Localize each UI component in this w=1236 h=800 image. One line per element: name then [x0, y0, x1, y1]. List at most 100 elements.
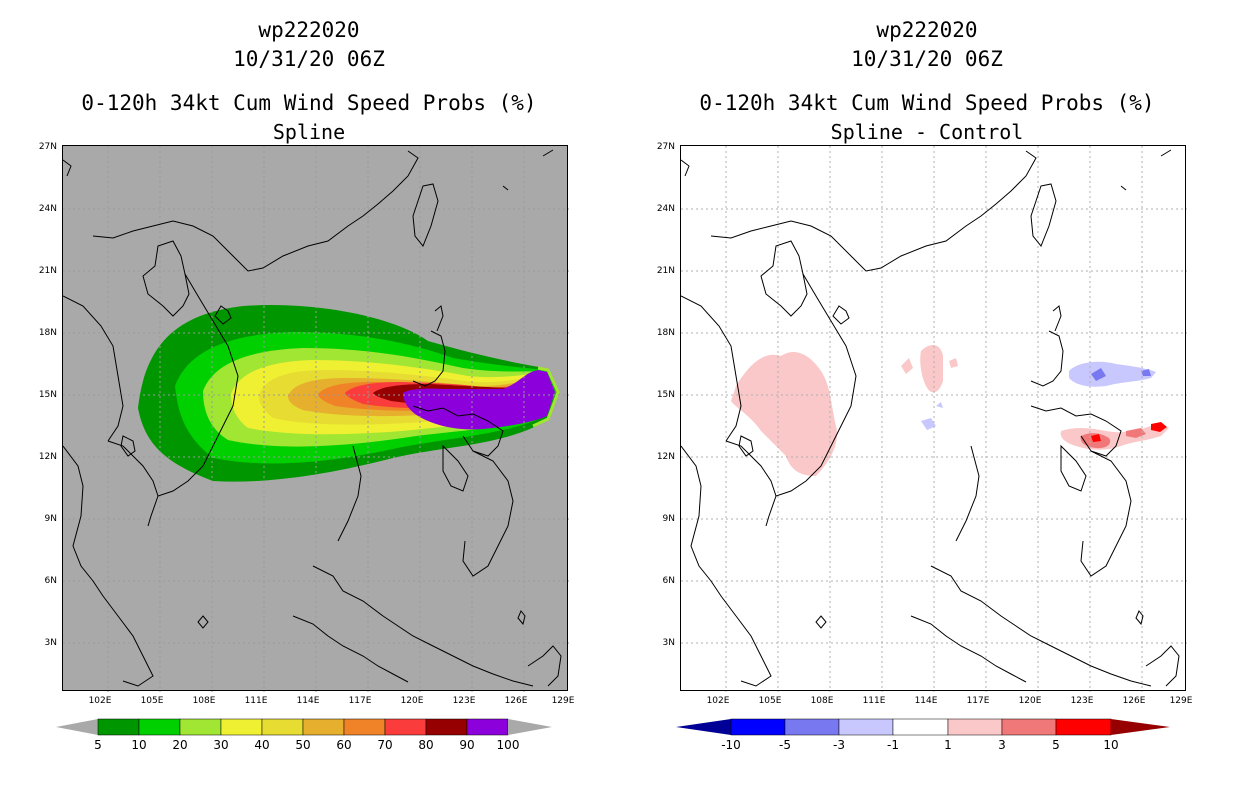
coastlines [681, 149, 1180, 687]
left-subtitle: Spline [272, 120, 346, 144]
x-tick-label: 111E [244, 696, 268, 706]
y-tick-label: 18N [38, 328, 57, 338]
x-tick-label: 105E [140, 696, 164, 706]
y-tick-label: 24N [38, 204, 57, 214]
diff-negative-region [936, 402, 943, 408]
y-tick-label: 27N [656, 142, 675, 152]
right-subtitle: Spline - Control [830, 120, 1024, 144]
colorbar-label: -10 [721, 738, 741, 752]
y-tick-label: 12N [656, 452, 675, 462]
y-tick-label: 3N [44, 638, 57, 648]
colorbar-under-arrow [56, 719, 98, 735]
colorbar-label: 40 [254, 738, 270, 752]
diff-5-neg-region [1141, 369, 1151, 376]
x-tick-label: 111E [862, 696, 886, 706]
y-tick-label: 6N [662, 576, 675, 586]
colorbar-under-arrow [676, 719, 731, 735]
x-tick-label: 108E [192, 696, 216, 706]
y-tick-label: 15N [656, 390, 675, 400]
colorbar-label: 70 [377, 738, 393, 752]
colorbar-bin [1001, 718, 1057, 736]
x-tick-label: 117E [348, 696, 372, 706]
left-map: 27N 24N 21N 18N 15N 12N 9N 6N 3N 102E 10… [39, 142, 575, 706]
x-tick-label: 129E [551, 696, 575, 706]
colorbar-bin [947, 718, 1003, 736]
probability-contours [138, 305, 560, 482]
left-colorbar [56, 718, 552, 736]
colorbar-over-arrow [508, 719, 552, 735]
lat-lon-grid [63, 146, 569, 692]
colorbar-bin [466, 718, 509, 736]
colorbar-label: -5 [779, 738, 791, 752]
coastlines [63, 149, 562, 687]
colorbar-bin [220, 718, 263, 736]
right-map-svg [681, 146, 1187, 692]
colorbar-label: 1 [944, 738, 952, 752]
left-title-time: 10/31/20 06Z [233, 47, 385, 71]
diff-positive-region [920, 344, 943, 393]
x-tick-label: 126E [1122, 696, 1146, 706]
x-tick-label: 129E [1169, 696, 1193, 706]
y-tick-label: 27N [38, 142, 57, 152]
right-title-product: 0-120h 34kt Cum Wind Speed Probs (%) [699, 91, 1155, 115]
colorbar-bin [343, 718, 386, 736]
diff-3-region [1126, 428, 1146, 438]
x-tick-label: 117E [966, 696, 990, 706]
colorbar-bin [97, 718, 140, 736]
colorbar-bin [730, 718, 786, 736]
colorbar-label: 80 [418, 738, 434, 752]
x-tick-label: 114E [914, 696, 938, 706]
colorbar-bin [384, 718, 427, 736]
y-tick-label: 24N [656, 204, 675, 214]
x-tick-label: 120E [1018, 696, 1042, 706]
colorbar-bin [302, 718, 345, 736]
colorbar-label: 50 [295, 738, 311, 752]
colorbar-label: 5 [1052, 738, 1060, 752]
colorbar-label: -1 [887, 738, 899, 752]
left-title-product: 0-120h 34kt Cum Wind Speed Probs (%) [81, 91, 537, 115]
y-tick-label: 12N [38, 452, 57, 462]
diff-negative-region [921, 418, 936, 430]
colorbar-bin [784, 718, 840, 736]
y-tick-label: 18N [656, 328, 675, 338]
y-tick-label: 6N [44, 576, 57, 586]
y-tick-label: 3N [662, 638, 675, 648]
colorbar-bin [892, 718, 949, 736]
diff-5-neg-region [1091, 368, 1106, 381]
y-tick-label: 9N [662, 514, 675, 524]
colorbar-label: 60 [336, 738, 352, 752]
diff-5-region [1091, 434, 1101, 442]
diff-5-region [1151, 422, 1167, 432]
diff-negative-region [1069, 361, 1156, 387]
right-colorbar [676, 718, 1170, 736]
x-tick-label: 120E [400, 696, 424, 706]
right-map: 27N 24N 21N 18N 15N 12N 9N 6N 3N 102E 10… [657, 142, 1193, 706]
x-tick-label: 105E [758, 696, 782, 706]
left-map-svg [63, 146, 569, 692]
x-tick-label: 102E [88, 696, 112, 706]
colorbar-label: 5 [94, 738, 102, 752]
colorbar-label: -3 [833, 738, 845, 752]
colorbar-bin [838, 718, 894, 736]
y-tick-label: 15N [38, 390, 57, 400]
left-title-storm-id: wp222020 [258, 18, 360, 42]
difference-contours [731, 344, 1169, 476]
colorbar-label: 10 [1103, 738, 1119, 752]
colorbar-label: 20 [172, 738, 188, 752]
y-tick-label: 9N [44, 514, 57, 524]
diff-positive-region [949, 358, 958, 368]
x-tick-label: 126E [504, 696, 528, 706]
x-tick-label: 108E [810, 696, 834, 706]
colorbar-label: 3 [998, 738, 1006, 752]
colorbar-bin [261, 718, 304, 736]
right-panel: wp222020 10/31/20 06Z 0-120h 34kt Cum Wi… [618, 0, 1236, 800]
prob-outer-ring [532, 366, 560, 428]
colorbar-bin [1055, 718, 1112, 736]
colorbar-bin [425, 718, 468, 736]
y-tick-label: 21N [656, 266, 675, 276]
x-tick-label: 114E [296, 696, 320, 706]
prob-100-region [421, 372, 553, 426]
x-tick-label: 102E [706, 696, 730, 706]
colorbar-label: 90 [459, 738, 475, 752]
colorbar-label: 100 [496, 738, 520, 752]
